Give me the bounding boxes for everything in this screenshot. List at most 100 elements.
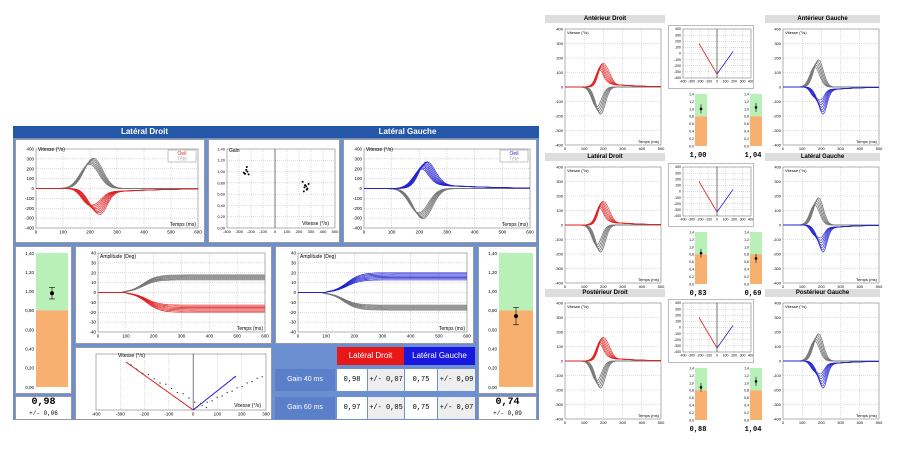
gain-point xyxy=(303,186,306,189)
gain-point xyxy=(305,185,308,188)
x-tick-label: 400 xyxy=(471,230,479,235)
mini-gain-value: 1,00 xyxy=(689,152,707,160)
y-tick-label: 1,2 xyxy=(744,238,749,242)
x-tick-label: 200 xyxy=(731,218,737,222)
x-tick-label: 200 xyxy=(86,230,94,235)
head-trace xyxy=(783,340,879,362)
head-trace xyxy=(565,224,661,251)
x-tick-label: 200 xyxy=(238,412,246,417)
y-tick-label: -300 xyxy=(555,266,564,271)
x-tick-label: 500 xyxy=(658,420,665,425)
head-trace xyxy=(565,86,661,110)
y-tick-label: 200 xyxy=(675,39,681,43)
row-label-40: Gain 40 ms xyxy=(275,369,335,391)
x-tick-label: 200 xyxy=(818,420,825,425)
y-tick-label: 300 xyxy=(354,156,362,161)
y-axis-label: Vitesse (°/s) xyxy=(567,304,589,309)
x-tick-label: 600 xyxy=(261,334,269,339)
x-tick-label: 400 xyxy=(856,420,863,425)
y-tick-label: -400 xyxy=(555,142,564,147)
row-title-right: Latéral Droit xyxy=(545,153,665,161)
x-tick-label: 0 xyxy=(716,80,718,84)
x-tick-label: 100 xyxy=(723,354,729,358)
regression-point xyxy=(221,395,223,397)
mini-gain-value: 0,69 xyxy=(744,290,762,298)
row-title-right: Antérieur Droit xyxy=(545,15,665,23)
y-tick-label: -100 xyxy=(773,99,782,104)
mini-gain-value: 0,83 xyxy=(689,290,707,298)
x-tick-label: 400 xyxy=(407,334,415,339)
eye-trace xyxy=(36,188,198,215)
abnormal-zone xyxy=(695,390,707,420)
x-tick-label: -400 xyxy=(223,229,232,234)
regression-left xyxy=(716,189,734,213)
y-tick-label: 200 xyxy=(675,177,681,181)
y-tick-label: 400 xyxy=(675,165,681,169)
y-tick-label: 0,20 xyxy=(488,366,497,371)
head-trace xyxy=(783,202,879,226)
mini-gain-value: 1,04 xyxy=(744,152,762,160)
x-tick-label: 100 xyxy=(799,146,806,151)
x-axis-label: Temps (ms) xyxy=(638,413,660,418)
x-tick-label: 500 xyxy=(332,229,339,234)
eye-trace xyxy=(565,340,661,362)
gain-table: Latéral Droit Latéral Gauche Gain 40 ms … xyxy=(275,347,475,420)
regression-point xyxy=(251,380,253,383)
x-tick-label: 300 xyxy=(619,420,626,425)
x-tick-label: -300 xyxy=(688,218,695,222)
abnormal-zone xyxy=(695,116,707,146)
x-tick-label: 400 xyxy=(140,230,148,235)
mini-gain-bar: 1,4 1,2 1,0 0,8 0,6 0,4 0,2 0,0 xyxy=(689,230,707,286)
row-60-right-gain: 0,97 xyxy=(337,397,367,419)
y-tick-label: 40 xyxy=(291,251,297,256)
x-tick-label: 0 xyxy=(782,284,785,289)
x-tick-label: -100 xyxy=(259,229,268,234)
x-tick-label: -300 xyxy=(688,354,695,358)
x-tick-label: -200 xyxy=(696,80,703,84)
regression-point xyxy=(136,368,138,370)
x-tick-label: -300 xyxy=(116,412,126,417)
y-tick-label: 40 xyxy=(91,251,97,256)
eye-trace xyxy=(364,161,530,189)
y-tick-label: 0,4 xyxy=(744,268,749,272)
y-tick-label: 0,2 xyxy=(744,137,749,141)
row-60-right-sd: +/- 0,05 xyxy=(368,397,404,419)
y-tick-label: -40 xyxy=(289,330,296,335)
legend-head: Tête xyxy=(177,157,187,163)
eye-trace xyxy=(783,224,880,253)
mini-gain-bar: 1,4 1,2 1,0 0,8 0,6 0,4 0,2 0,0 xyxy=(744,92,762,148)
mini-gain-value: 1,04 xyxy=(744,426,762,434)
x-tick-label: 500 xyxy=(876,420,883,425)
mini-gain-bar: 1,4 1,2 1,0 0,8 0,6 0,4 0,2 0,0 xyxy=(744,366,762,422)
y-tick-label: 0,6 xyxy=(689,122,694,126)
x-tick-label: 100 xyxy=(122,334,130,339)
y-tick-label: 0,8 xyxy=(744,115,749,119)
y-tick-label: 0,2 xyxy=(689,275,694,279)
y-tick-label: -10 xyxy=(89,300,96,305)
y-tick-label: 300 xyxy=(556,41,563,46)
x-tick-label: -200 xyxy=(696,218,703,222)
row-60-left-gain: 0,75 xyxy=(405,397,437,419)
x-tick-label: 300 xyxy=(379,334,387,339)
y-tick-label: 0,80 xyxy=(25,308,34,313)
eye-amplitude-trace xyxy=(298,272,467,293)
y-tick-label: -300 xyxy=(674,70,681,74)
x-tick-label: 500 xyxy=(658,284,665,289)
gain-value-right-box: 0,98 +/- 0,06 xyxy=(15,396,72,420)
x-tick-label: -300 xyxy=(235,229,244,234)
y-tick-label: 0,60 xyxy=(488,327,497,332)
regression-point xyxy=(176,391,179,394)
y-tick-label: 0 xyxy=(561,84,564,89)
x-tick-label: 300 xyxy=(740,218,746,222)
y-tick-label: -300 xyxy=(555,128,564,133)
y-tick-label: 1,0 xyxy=(744,107,749,111)
y-tick-label: 0 xyxy=(93,290,96,295)
abnormal-zone xyxy=(750,254,762,284)
y-tick-label: 30 xyxy=(291,260,297,265)
x-axis-label: Vitesse (°/s) xyxy=(302,221,329,227)
x-tick-label: 400 xyxy=(748,354,754,358)
y-tick-label: 1,2 xyxy=(744,100,749,104)
y-tick-label: -10 xyxy=(289,300,296,305)
